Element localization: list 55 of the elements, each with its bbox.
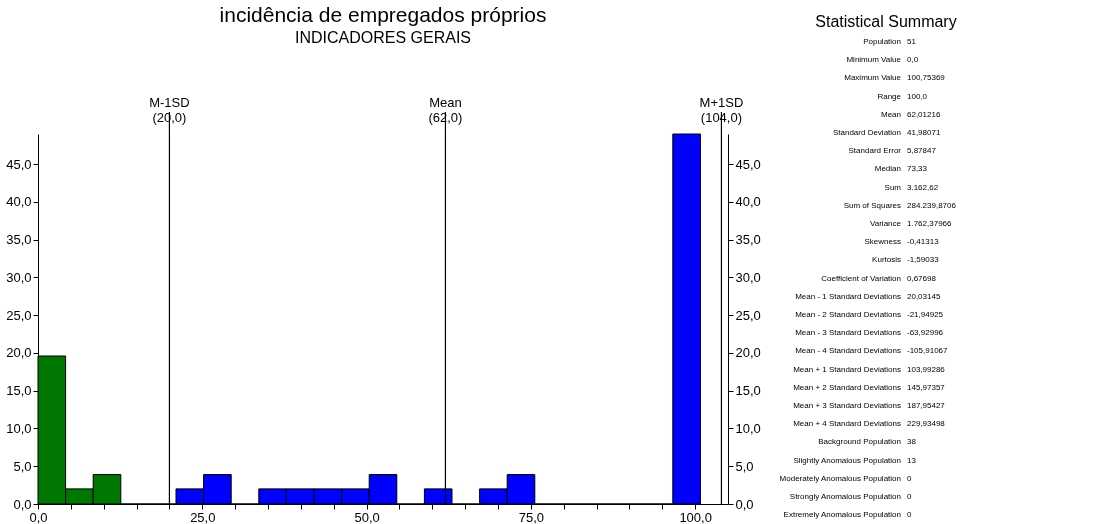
- y2-tick-label: 10,0: [735, 420, 761, 436]
- text: Mean 62,01216: [880, 109, 941, 119]
- y2-tick-label: 40,0: [735, 194, 761, 210]
- text: Minimum Value 0,0: [846, 55, 919, 65]
- text: Mean - 3 Standard Deviations -63,92996: [795, 328, 944, 338]
- text: Median 73,33: [874, 164, 928, 174]
- y-tick-label: 20,0: [6, 345, 32, 361]
- x-tick-label: 0,0: [29, 509, 48, 524]
- text: Extremely Anomalous Population 0: [783, 510, 912, 520]
- text: Maximum Value 100,75369: [844, 73, 945, 83]
- y2-tick-label: 45,0: [735, 156, 761, 172]
- text: Mean + 2 Standard Deviations 145,97357: [793, 382, 945, 392]
- x-tick-label: 100,0: [679, 509, 712, 524]
- y2-tick-label: 30,0: [735, 269, 761, 285]
- y2-tick-label: 25,0: [735, 307, 761, 323]
- chart-subtitle: INDICADORES GERAIS: [294, 29, 472, 46]
- text: Range 100,0: [877, 91, 928, 101]
- text: Standard Error 5,87847: [848, 146, 936, 156]
- chart-title: incidência de empregados próprios: [219, 3, 547, 26]
- text: Background Population 38: [818, 437, 916, 447]
- text: Coefficient of Variation 0,67698: [821, 273, 936, 283]
- text: Mean + 1 Standard Deviations 103,99286: [793, 364, 945, 374]
- text: Statistical Summary: [815, 13, 957, 30]
- text: Moderately Anomalous Population 0: [779, 473, 912, 483]
- y2-tick-label: 35,0: [735, 232, 761, 248]
- text: Kurtosis -1,59033: [872, 255, 939, 265]
- y2-tick-label: 5,0: [735, 458, 754, 474]
- text: Slightly Anomalous Population 13: [793, 455, 916, 465]
- y-tick-label: 25,0: [6, 307, 32, 323]
- text: Sum 3.162,62: [884, 182, 939, 192]
- y-tick-label: 30,0: [6, 269, 32, 285]
- text: Mean - 2 Standard Deviations -21,94925: [795, 310, 944, 319]
- y-tick-label: 45,0: [6, 156, 32, 172]
- x-tick-label: 50,0: [354, 509, 380, 524]
- y-tick-label: 5,0: [13, 458, 32, 474]
- text: Mean + 3 Standard Deviations 187,95427: [793, 401, 945, 410]
- y-tick-label: 15,0: [6, 383, 32, 399]
- y-tick-label: 40,0: [6, 194, 32, 210]
- text: Mean - 1 Standard Deviations 20,03145: [795, 291, 941, 301]
- x-tick-label: 25,0: [190, 509, 216, 524]
- y2-tick-label: 20,0: [735, 345, 761, 361]
- y-tick-label: 0,0: [13, 496, 32, 512]
- text: Variance 1.762,37966: [870, 219, 952, 228]
- text: Sum of Squares 284.239,8706: [843, 200, 956, 210]
- y-tick-label: 35,0: [6, 232, 32, 248]
- y2-tick-label: 0,0: [735, 496, 754, 512]
- text: Skewness -0,41313: [864, 237, 939, 247]
- y2-tick-label: 15,0: [735, 383, 761, 399]
- text: Standard Deviation 41,98071: [832, 128, 941, 137]
- y-tick-label: 10,0: [6, 420, 32, 436]
- text: Mean - 4 Standard Deviations -105,91067: [795, 346, 948, 356]
- text: Population 51: [863, 37, 916, 46]
- text: Strongly Anomalous Population 0: [789, 492, 912, 501]
- text: Mean + 4 Standard Deviations 229,93498: [793, 419, 945, 429]
- x-tick-label: 75,0: [518, 509, 545, 524]
